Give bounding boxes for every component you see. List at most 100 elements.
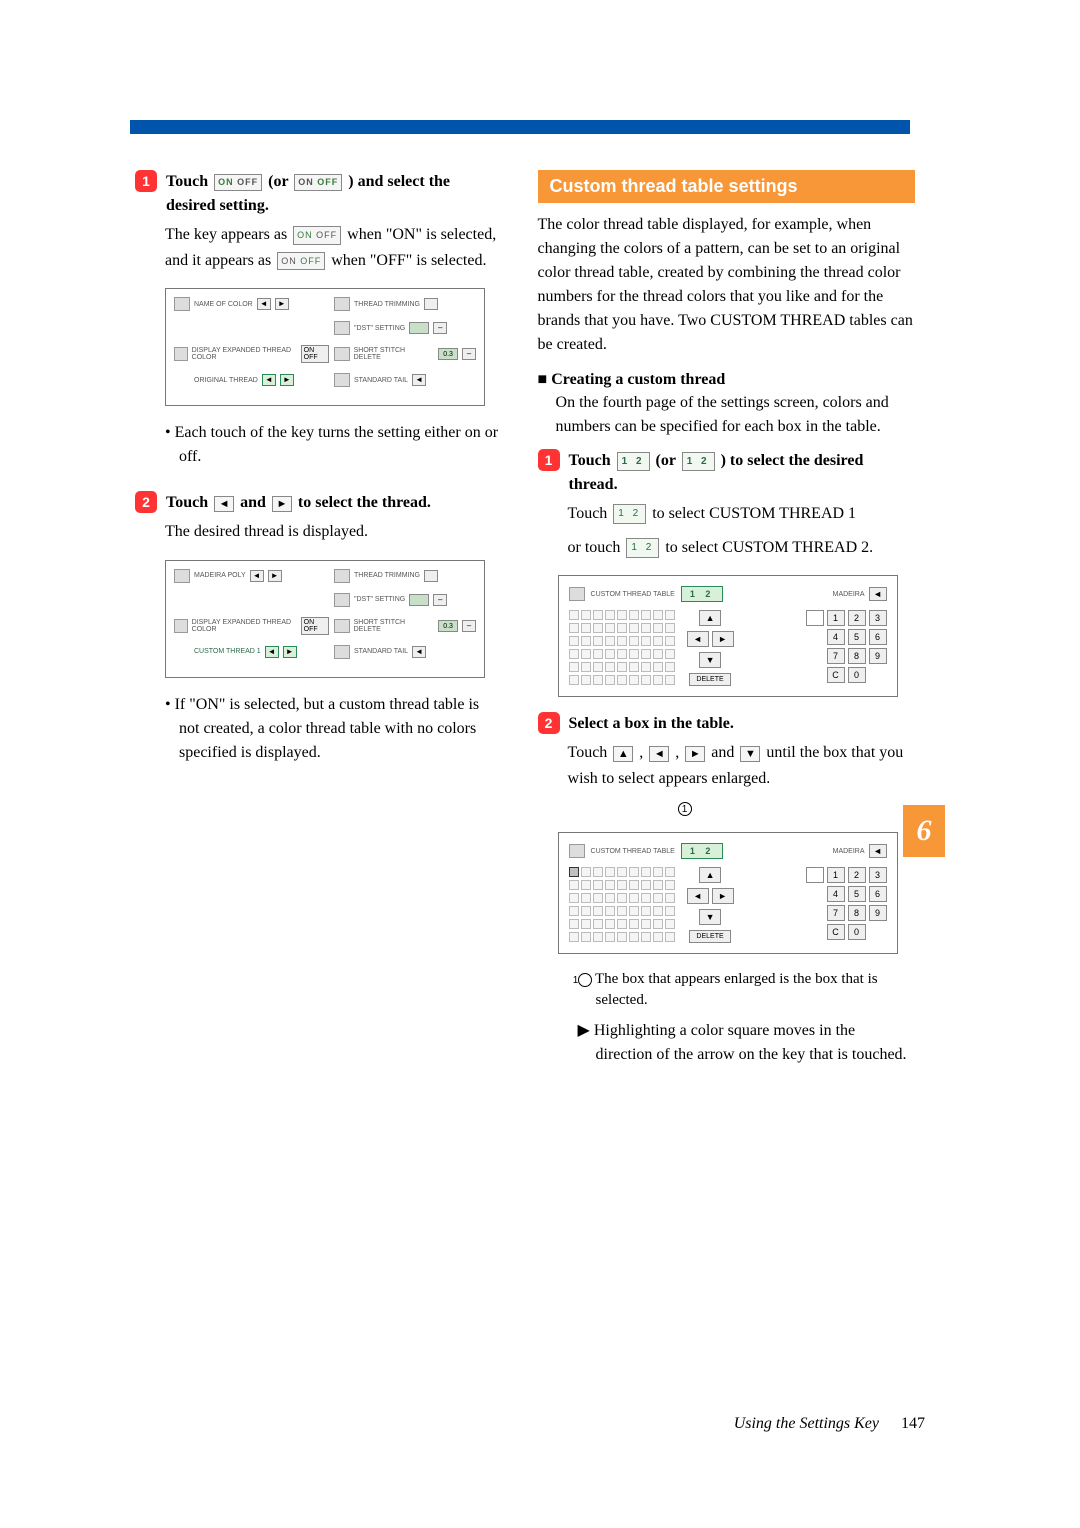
ss2-r4r: STANDARD TAIL <box>354 648 408 655</box>
chapter-tab: 6 <box>903 805 945 857</box>
nav-down-2: ▼ <box>699 909 721 925</box>
step-1-text: Touch ON OFF (or ON OFF ) and select the… <box>166 170 496 218</box>
right-key: ► <box>685 746 705 762</box>
on-off-key-selected-on: ON OFF <box>293 226 341 244</box>
intro-text: The color thread table displayed, for ex… <box>538 213 915 357</box>
key-1: 1 <box>827 610 845 626</box>
left-arrow-key: ◄ <box>214 496 234 512</box>
footer-page: 147 <box>901 1415 925 1432</box>
nav-left-2: ◄ <box>687 888 709 904</box>
key2-2: 2 <box>848 867 866 883</box>
key2-4: 4 <box>827 886 845 902</box>
minus-btn-2: – <box>462 348 476 360</box>
minus-btn-4: – <box>462 620 476 632</box>
stitch-icon <box>334 347 350 361</box>
caption-1: 1 The box that appears enlarged is the b… <box>578 969 915 1011</box>
stitch-val-2: 0.3 <box>438 620 458 632</box>
ss2-r2r: "DST" SETTING <box>354 596 405 603</box>
nav-arrows: ▲ ◄ ► ▼ DELETE <box>687 610 734 686</box>
dst-val <box>409 322 429 334</box>
step2-suffix: to select the thread. <box>298 494 431 511</box>
r-step1-mid: (or <box>656 452 680 469</box>
key-1-2: 1 2 <box>617 452 650 471</box>
callout-1: 1 <box>678 799 915 817</box>
step2-prefix: Touch <box>166 494 212 511</box>
prev-btn-sel-2: ◄ <box>265 646 279 658</box>
key-7: 7 <box>827 648 845 664</box>
dst-val-2 <box>409 594 429 606</box>
color-preview <box>806 610 824 626</box>
r-step1-prefix: Touch <box>569 452 615 469</box>
touch1a: Touch <box>568 505 612 522</box>
brand-prev: ◄ <box>869 587 887 601</box>
ss2-r3r: SHORT STITCH DELETE <box>354 619 434 633</box>
key2-3: 3 <box>869 867 887 883</box>
ss1-r2r: "DST" SETTING <box>354 325 405 332</box>
toggle-btn-2 <box>424 570 438 582</box>
step1-mid: (or <box>268 173 292 190</box>
step-1: 1 Touch ON OFF (or ON OFF ) and select t… <box>135 170 503 218</box>
step-badge-2: 2 <box>135 491 157 513</box>
ss1-r1r: THREAD TRIMMING <box>354 301 420 308</box>
ss-onoff: ON OFF <box>301 345 329 363</box>
key-3: 3 <box>869 610 887 626</box>
prev-btn: ◄ <box>257 298 271 310</box>
selected-cell <box>569 867 579 877</box>
touch3c: , <box>675 744 683 761</box>
result1-text: Highlighting a color square moves in the… <box>594 1022 907 1063</box>
prev-btn-3: ◄ <box>412 374 426 386</box>
tail-icon <box>334 373 350 387</box>
step1-prefix: Touch <box>166 173 212 190</box>
section-heading: Custom thread table settings <box>538 170 915 203</box>
down-key: ▼ <box>740 746 760 762</box>
delete-btn-2: DELETE <box>689 930 730 943</box>
bullet-2: • If "ON" is selected, but a custom thre… <box>165 693 503 765</box>
next-btn-sel: ► <box>280 374 294 386</box>
para1c: when "OFF" is selected. <box>331 252 486 269</box>
scissor-icon-2 <box>334 569 350 583</box>
key2-8: 8 <box>848 905 866 921</box>
circled-1: 1 <box>678 802 692 816</box>
key-8: 8 <box>848 648 866 664</box>
step-2: 2 Touch ◄ and ► to select the thread. <box>135 491 503 515</box>
para1a: The key appears as <box>165 226 291 243</box>
settings-screenshot-1: NAME OF COLOR ◄ ► THREAD TRIMMING "DST" … <box>165 288 485 406</box>
on-off-key: ON OFF <box>214 174 262 192</box>
brand-prev-2: ◄ <box>869 844 887 858</box>
touch-line2: or touch 1 2 to select CUSTOM THREAD 2. <box>568 535 915 561</box>
minus-btn-3: – <box>433 594 447 606</box>
next-btn-4: ► <box>268 570 282 582</box>
prev-btn-4: ◄ <box>250 570 264 582</box>
dst-icon <box>334 321 350 335</box>
ss1-r4l: ORIGINAL THREAD <box>194 377 258 384</box>
touch3b: , <box>639 744 647 761</box>
keypad: 123 456 789 C0 <box>806 610 887 683</box>
result-arrow-icon: ▶ <box>578 1022 594 1039</box>
cs-tab-12: 1 2 <box>681 586 724 602</box>
touch3a: Touch <box>568 744 612 761</box>
subheading: Creating a custom thread <box>538 371 915 389</box>
key-1-2-alt: 1 2 <box>682 452 715 471</box>
key-9: 9 <box>869 648 887 664</box>
key-4: 4 <box>827 629 845 645</box>
on-off-key-selected-off: ON OFF <box>277 252 325 270</box>
subbody: On the fourth page of the settings scree… <box>556 391 915 439</box>
ss2-r1r: THREAD TRIMMING <box>354 572 420 579</box>
caption1-text: The box that appears enlarged is the box… <box>595 971 878 1008</box>
next-btn-sel-2: ► <box>283 646 297 658</box>
stitch-icon-2 <box>334 619 350 633</box>
ss-onoff-2: ON OFF <box>301 617 329 635</box>
left-key: ◄ <box>649 746 669 762</box>
page-content: 1 Touch ON OFF (or ON OFF ) and select t… <box>135 170 915 1067</box>
right-step2-text: Select a box in the table. <box>569 712 899 736</box>
ss1-r1l: NAME OF COLOR <box>194 301 253 308</box>
key-1-2-b: 1 2 <box>613 504 646 524</box>
next-btn: ► <box>275 298 289 310</box>
custom-thread-screenshot-1: CUSTOM THREAD TABLE 1 2 MADEIRA ◄ <box>558 575 898 697</box>
step2-body: The desired thread is displayed. <box>165 519 503 545</box>
footer-title: Using the Settings Key <box>734 1415 879 1432</box>
cs-title-2: CUSTOM THREAD TABLE <box>591 848 675 855</box>
ss2-r4l: CUSTOM THREAD 1 <box>194 648 261 655</box>
right-step-1: 1 Touch 1 2 (or 1 2 ) to select the desi… <box>538 449 915 497</box>
result-1: ▶ Highlighting a color square moves in t… <box>578 1019 915 1067</box>
